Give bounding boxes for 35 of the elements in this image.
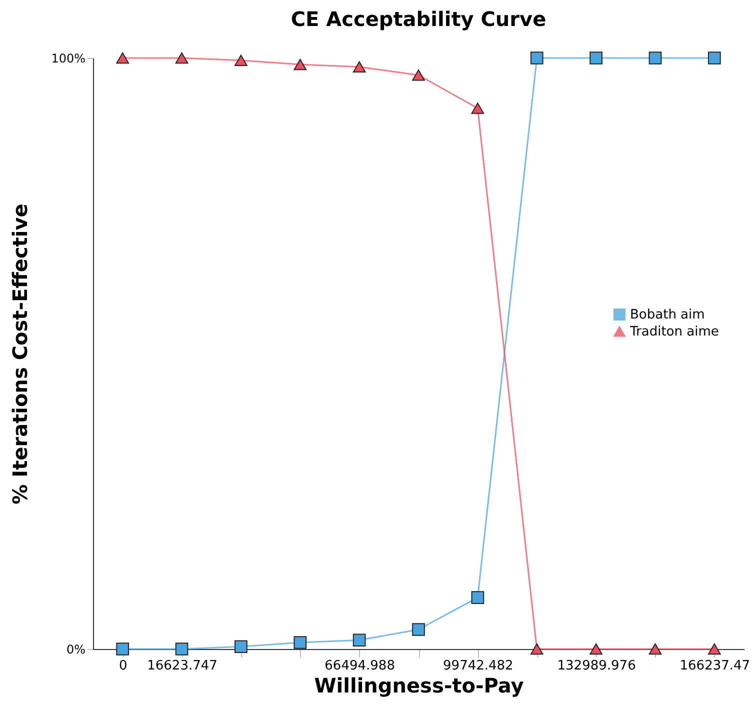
point [175, 642, 188, 656]
point [530, 52, 544, 64]
point [352, 634, 366, 647]
point [471, 102, 484, 114]
x-axis-title: Willingness-to-Pay [314, 674, 524, 698]
y-tick-label: 100% [51, 52, 86, 66]
point [352, 61, 366, 72]
point [590, 52, 602, 64]
y-axis-title: % Iterations Cost-Effective [8, 204, 32, 504]
x-tick-label: 0 [118, 658, 128, 674]
chart-title: CE Acceptability Curve [290, 7, 546, 32]
point [648, 643, 662, 655]
point [412, 623, 425, 636]
point [708, 643, 721, 655]
legend-label: Bobath aim [630, 308, 705, 322]
legend-label: Traditon aime [629, 324, 719, 340]
x-tick-label: 166237.47 [680, 658, 750, 674]
point [530, 643, 544, 655]
point [116, 642, 130, 656]
point [648, 52, 662, 64]
point [471, 591, 484, 604]
x-tick-label: 66494.988 [324, 658, 395, 674]
x-tick-label: 16623.747 [147, 658, 218, 674]
point [175, 52, 188, 64]
point [116, 52, 130, 64]
point [234, 640, 248, 654]
y-tick-label: 0% [66, 642, 86, 656]
x-tick-label: 99742.482 [443, 658, 514, 674]
point [294, 636, 307, 649]
point [590, 643, 602, 655]
point [234, 54, 248, 66]
point [294, 58, 307, 70]
point [708, 52, 721, 64]
point [412, 70, 425, 81]
x-tick-label: 132989.976 [557, 658, 636, 674]
